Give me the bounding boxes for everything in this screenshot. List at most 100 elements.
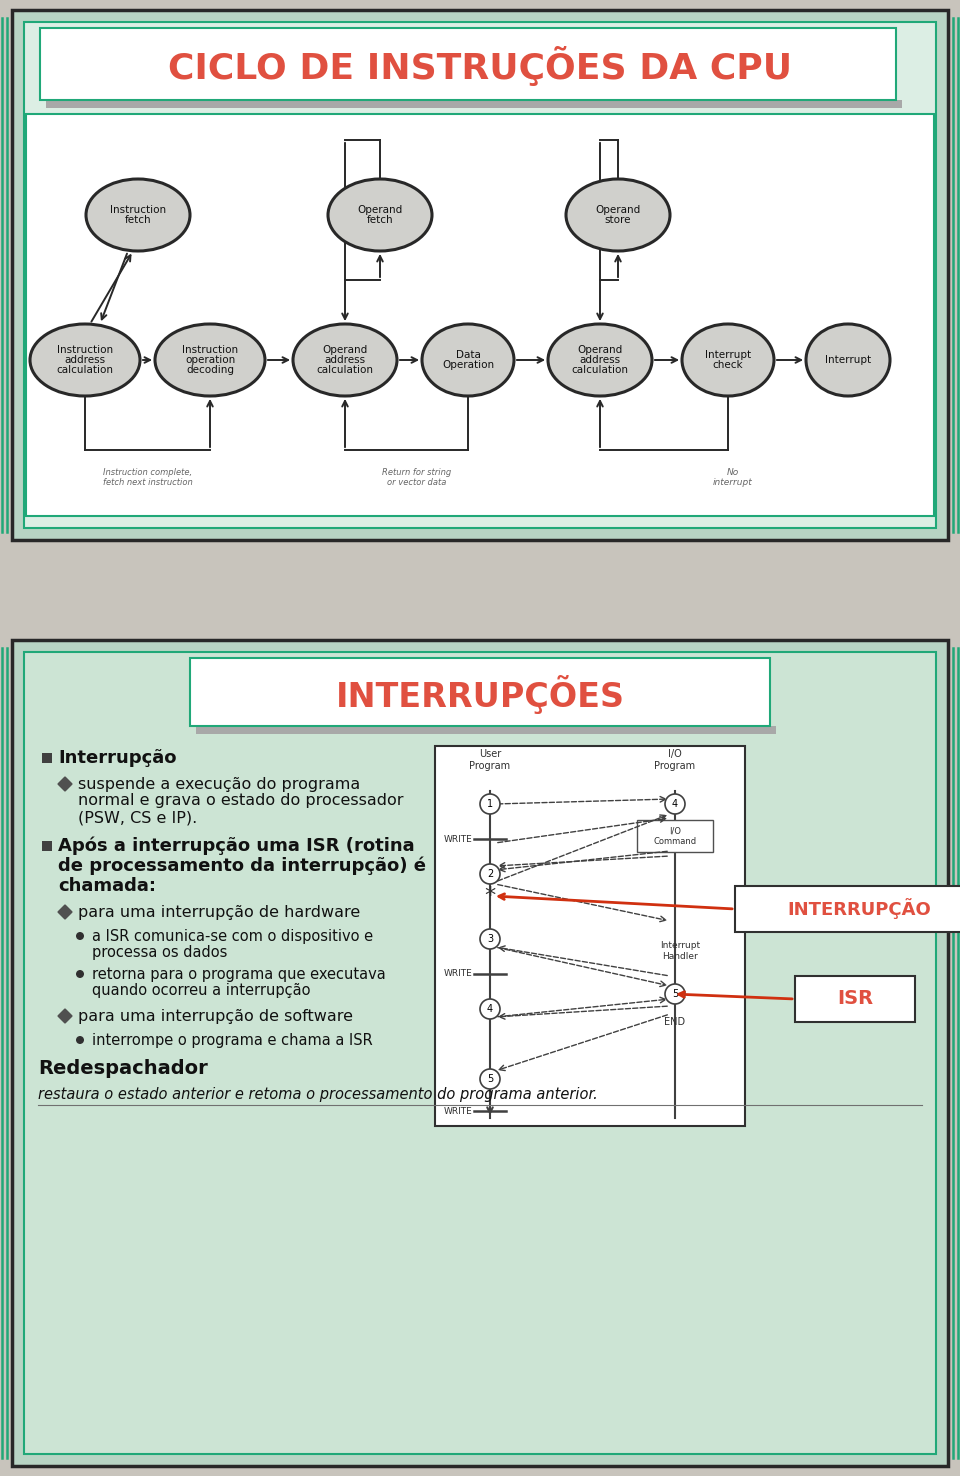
Text: address: address [64,356,106,365]
Circle shape [480,1069,500,1089]
Text: calculation: calculation [57,365,113,375]
Text: retorna para o programa que executava: retorna para o programa que executava [92,967,386,982]
Circle shape [480,999,500,1018]
Text: Operand: Operand [577,345,623,354]
Text: WRITE: WRITE [444,1107,472,1116]
FancyBboxPatch shape [24,22,936,528]
Text: operation: operation [185,356,235,365]
Text: Instruction: Instruction [182,345,238,354]
Text: address: address [324,356,366,365]
Text: processa os dados: processa os dados [92,945,228,959]
Text: para uma interrupção de software: para uma interrupção de software [78,1008,353,1023]
Text: INTERRUPÇÕES: INTERRUPÇÕES [335,675,625,713]
Circle shape [76,931,84,940]
Polygon shape [58,1010,72,1023]
Text: calculation: calculation [571,365,629,375]
Text: INTERRUPÇÃO: INTERRUPÇÃO [787,899,931,920]
Text: 5: 5 [672,989,678,999]
FancyBboxPatch shape [190,658,770,726]
Text: suspende a execução do programa: suspende a execução do programa [78,776,360,791]
Text: 4: 4 [487,1004,493,1014]
Text: decoding: decoding [186,365,234,375]
Circle shape [480,928,500,949]
Text: Instruction complete,
fetch next instruction: Instruction complete, fetch next instruc… [103,468,192,487]
Text: Multiple
operands: Multiple operands [351,226,394,245]
Polygon shape [58,905,72,920]
Ellipse shape [155,325,265,396]
Text: 2: 2 [487,869,493,880]
FancyBboxPatch shape [24,652,936,1454]
Text: Interrupt: Interrupt [825,356,871,365]
Text: store: store [605,215,632,224]
FancyBboxPatch shape [42,841,52,852]
Text: check: check [712,360,743,370]
FancyBboxPatch shape [637,821,713,852]
Ellipse shape [566,179,670,251]
Text: I/O
Program: I/O Program [655,750,696,770]
FancyBboxPatch shape [735,886,960,931]
Text: No
interrupt: No interrupt [713,468,753,487]
FancyBboxPatch shape [46,100,902,108]
FancyBboxPatch shape [26,114,934,517]
Ellipse shape [806,325,890,396]
FancyBboxPatch shape [435,745,745,1126]
Text: Instruction: Instruction [110,205,166,215]
Text: Operand: Operand [357,205,402,215]
Text: ISR: ISR [837,989,873,1008]
Text: Multiple
results: Multiple results [601,226,636,245]
Text: Após a interrupção uma ISR (rotina: Após a interrupção uma ISR (rotina [58,837,415,855]
Text: para uma interrupção de hardware: para uma interrupção de hardware [78,905,360,920]
FancyBboxPatch shape [12,10,948,540]
FancyBboxPatch shape [795,976,915,1021]
FancyBboxPatch shape [196,726,776,734]
Circle shape [665,794,685,813]
Circle shape [665,984,685,1004]
Text: Instruction: Instruction [57,345,113,354]
Text: 3: 3 [487,934,493,945]
Ellipse shape [86,179,190,251]
Text: fetch: fetch [367,215,394,224]
Text: Return for string
or vector data: Return for string or vector data [382,468,451,487]
Text: address: address [580,356,620,365]
Text: WRITE: WRITE [444,970,472,979]
Ellipse shape [328,179,432,251]
Text: de processamento da interrupção) é: de processamento da interrupção) é [58,856,426,875]
Ellipse shape [30,325,140,396]
Text: END: END [664,1017,685,1027]
Text: quando ocorreu a interrupção: quando ocorreu a interrupção [92,983,310,998]
Text: *: * [485,886,495,906]
Circle shape [480,863,500,884]
Ellipse shape [682,325,774,396]
Text: Operand: Operand [595,205,640,215]
Text: Interrupt
Handler: Interrupt Handler [660,942,700,961]
Text: a ISR comunica-se com o dispositivo e: a ISR comunica-se com o dispositivo e [92,928,373,943]
Text: 5: 5 [487,1075,493,1083]
FancyBboxPatch shape [42,753,52,763]
Text: Operation: Operation [442,360,494,370]
Circle shape [76,970,84,979]
FancyBboxPatch shape [12,641,948,1466]
Text: fetch: fetch [125,215,152,224]
Text: User
Program: User Program [469,750,511,770]
Text: I/O
Command: I/O Command [654,827,697,846]
FancyBboxPatch shape [40,28,896,100]
Text: CICLO DE INSTRUÇÕES DA CPU: CICLO DE INSTRUÇÕES DA CPU [168,46,792,86]
Text: (PSW, CS e IP).: (PSW, CS e IP). [78,810,197,825]
Text: calculation: calculation [317,365,373,375]
Ellipse shape [548,325,652,396]
Text: 4: 4 [672,799,678,809]
Text: restaura o estado anterior e retoma o processamento do programa anterior.: restaura o estado anterior e retoma o pr… [38,1086,598,1101]
Text: Interrupt: Interrupt [705,350,751,360]
Text: Operand: Operand [323,345,368,354]
Text: Interrupção: Interrupção [58,748,177,768]
Text: Data: Data [456,350,480,360]
Text: normal e grava o estado do processador: normal e grava o estado do processador [78,794,403,809]
Circle shape [480,794,500,813]
Text: Redespachador: Redespachador [38,1058,207,1077]
Polygon shape [58,776,72,791]
Circle shape [76,1036,84,1044]
Text: WRITE: WRITE [444,834,472,843]
Text: 1: 1 [487,799,493,809]
Text: chamada:: chamada: [58,877,156,894]
Text: interrompe o programa e chama a ISR: interrompe o programa e chama a ISR [92,1033,372,1048]
